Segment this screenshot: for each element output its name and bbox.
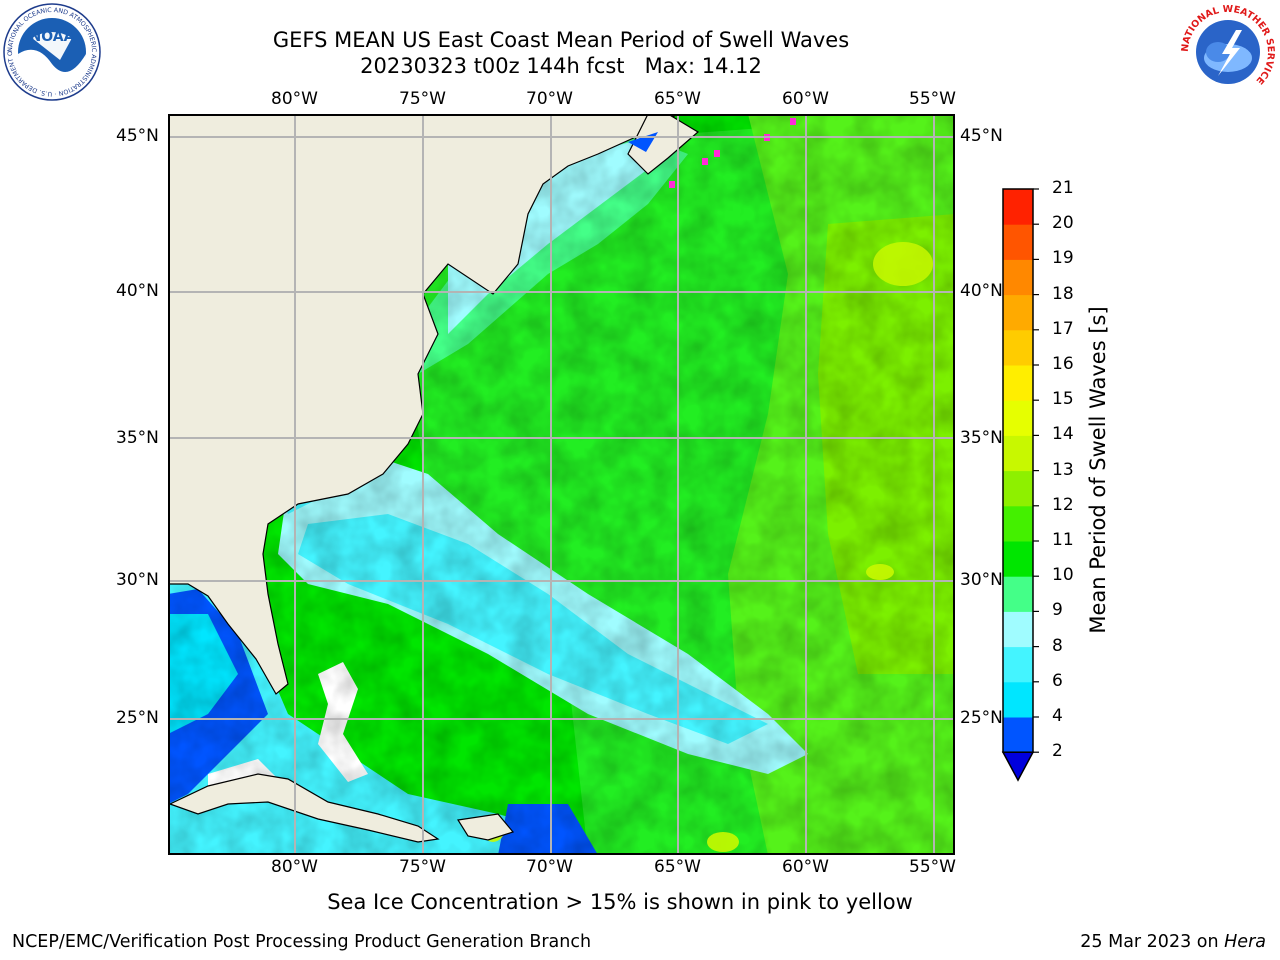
colorbar-segment: [1003, 681, 1033, 718]
colorbar-tick-label: 2: [1052, 741, 1063, 762]
colorbar-segment: [1003, 365, 1033, 401]
map-frame: [168, 114, 955, 855]
colorbar-tick-label: 14: [1052, 424, 1074, 445]
colorbar-tick-label: 15: [1052, 389, 1074, 410]
colorbar-segment: [1003, 541, 1033, 577]
hispaniola-land: [457, 813, 515, 841]
lon-label-bottom: 65°W: [654, 857, 701, 877]
colorbar-tick-label: 12: [1052, 494, 1074, 515]
graticule: [168, 114, 955, 855]
lat-label-left: 30°N: [116, 570, 159, 590]
colorbar-tick-label: 11: [1052, 530, 1074, 550]
colorbar-segment: [1003, 435, 1033, 472]
colorbar-segment: [1003, 717, 1033, 753]
sea-ice-marker: [702, 158, 708, 165]
sea-ice-marker: [790, 118, 796, 125]
colorbar-segment: [1003, 224, 1033, 260]
sea-ice-marker: [669, 181, 675, 188]
sea-ice-note: Sea Ice Concentration > 15% is shown in …: [327, 890, 913, 914]
colorbar-segment: [1003, 576, 1033, 612]
lat-label-left: 40°N: [116, 281, 159, 301]
lon-label-bottom: 80°W: [271, 857, 318, 877]
map-panel: [168, 114, 955, 855]
footer-date-text: 25 Mar 2023 on: [1080, 932, 1225, 952]
nws-logo: NATIONAL WEATHER SERVICE: [1180, 4, 1276, 100]
footer-credit: NCEP/EMC/Verification Post Processing Pr…: [12, 932, 592, 952]
lat-label-left: 35°N: [116, 428, 159, 448]
colorbar-tick-label: 18: [1052, 283, 1074, 304]
colorbar-tick-label: 19: [1052, 248, 1074, 269]
lon-label-top: 60°W: [782, 89, 829, 109]
colorbar-tick-label: 21: [1052, 178, 1074, 198]
noaa-logo: NATIONAL OCEANIC AND ATMOSPHERIC ADMINIS…: [2, 2, 101, 101]
colorbar-tick-label: 17: [1052, 318, 1074, 339]
colorbar: [1001, 188, 1039, 782]
map-title: GEFS MEAN US East Coast Mean Period of S…: [272, 28, 850, 52]
lat-label-right: 45°N: [960, 126, 1003, 146]
colorbar-tick-label: 9: [1052, 600, 1063, 621]
lon-label-top: 80°W: [271, 89, 318, 109]
sea-ice-marker: [714, 150, 720, 157]
colorbar-segment: [1003, 189, 1033, 225]
lat-label-left: 45°N: [116, 126, 159, 146]
lon-label-top: 55°W: [909, 89, 956, 109]
colorbar-tick-label: 4: [1052, 706, 1063, 726]
lon-label-top: 70°W: [526, 89, 573, 109]
lon-label-top: 65°W: [654, 89, 701, 109]
cuba-land: [168, 773, 440, 843]
colorbar-tick-label: 8: [1052, 635, 1063, 656]
footer-date: 25 Mar 2023 on Hera: [1080, 932, 1266, 952]
colorbar-segment: [1003, 294, 1033, 331]
swell-high-north: [873, 242, 933, 286]
swell-high-east: [866, 564, 894, 580]
colorbar-tick-label: 20: [1052, 213, 1074, 234]
colorbar-tick-label: 6: [1052, 670, 1063, 691]
colorbar-segment: [1003, 470, 1033, 507]
colorbar-segment: [1003, 611, 1033, 648]
colorbar-segment: [1003, 259, 1033, 296]
lon-label-bottom: 70°W: [526, 857, 573, 877]
map-subtitle: 20230323 t00z 144h fcst Max: 14.12: [360, 54, 762, 78]
colorbar-under-arrow: [1001, 751, 1035, 782]
colorbar-tick-label: 13: [1052, 459, 1074, 480]
colorbar-segment: [1003, 505, 1033, 542]
footer-machine: Hera: [1224, 932, 1266, 952]
lat-label-right: 35°N: [960, 428, 1003, 448]
lon-label-bottom: 60°W: [782, 857, 829, 877]
colorbar-tick-label: 10: [1052, 565, 1074, 586]
colorbar-tick-label: 16: [1052, 354, 1074, 374]
nova-scotia-land: [627, 114, 700, 175]
lat-label-right: 25°N: [960, 708, 1003, 728]
lat-label-right: 30°N: [960, 570, 1003, 590]
lon-label-bottom: 75°W: [399, 857, 446, 877]
lat-label-right: 40°N: [960, 281, 1003, 301]
colorbar-title: Mean Period of Swell Waves [s]: [1086, 306, 1110, 634]
colorbar-segment: [1003, 329, 1033, 366]
lat-label-left: 25°N: [116, 708, 159, 728]
colorbar-segment: [1003, 646, 1033, 683]
noaa-logo-text: NOAA: [30, 29, 75, 45]
lon-label-top: 75°W: [399, 89, 446, 109]
lon-label-bottom: 55°W: [909, 857, 956, 877]
swell-high-south: [707, 832, 739, 852]
colorbar-segment: [1003, 400, 1033, 436]
